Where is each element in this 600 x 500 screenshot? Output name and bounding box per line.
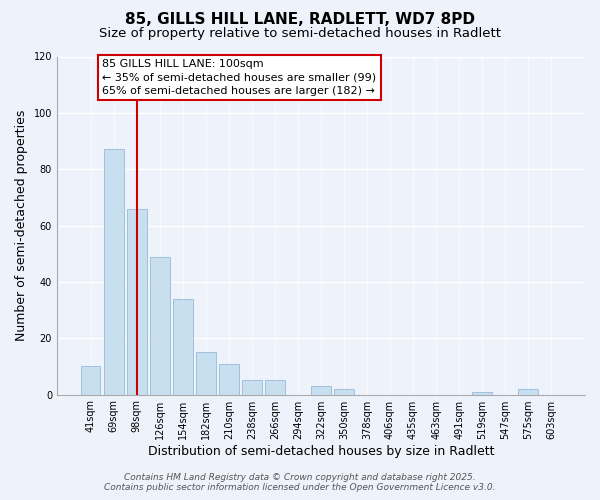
Bar <box>81 366 100 394</box>
Text: Size of property relative to semi-detached houses in Radlett: Size of property relative to semi-detach… <box>99 28 501 40</box>
X-axis label: Distribution of semi-detached houses by size in Radlett: Distribution of semi-detached houses by … <box>148 444 494 458</box>
Bar <box>334 389 354 394</box>
Text: Contains HM Land Registry data © Crown copyright and database right 2025.
Contai: Contains HM Land Registry data © Crown c… <box>104 473 496 492</box>
Bar <box>265 380 284 394</box>
Text: 85, GILLS HILL LANE, RADLETT, WD7 8PD: 85, GILLS HILL LANE, RADLETT, WD7 8PD <box>125 12 475 28</box>
Bar <box>472 392 492 394</box>
Bar <box>104 150 124 394</box>
Bar <box>311 386 331 394</box>
Bar <box>196 352 215 395</box>
Text: 85 GILLS HILL LANE: 100sqm
← 35% of semi-detached houses are smaller (99)
65% of: 85 GILLS HILL LANE: 100sqm ← 35% of semi… <box>102 60 376 96</box>
Bar <box>518 389 538 394</box>
Bar <box>150 256 170 394</box>
Bar <box>127 208 146 394</box>
Bar <box>219 364 239 394</box>
Bar <box>173 299 193 394</box>
Y-axis label: Number of semi-detached properties: Number of semi-detached properties <box>15 110 28 341</box>
Bar <box>242 380 262 394</box>
